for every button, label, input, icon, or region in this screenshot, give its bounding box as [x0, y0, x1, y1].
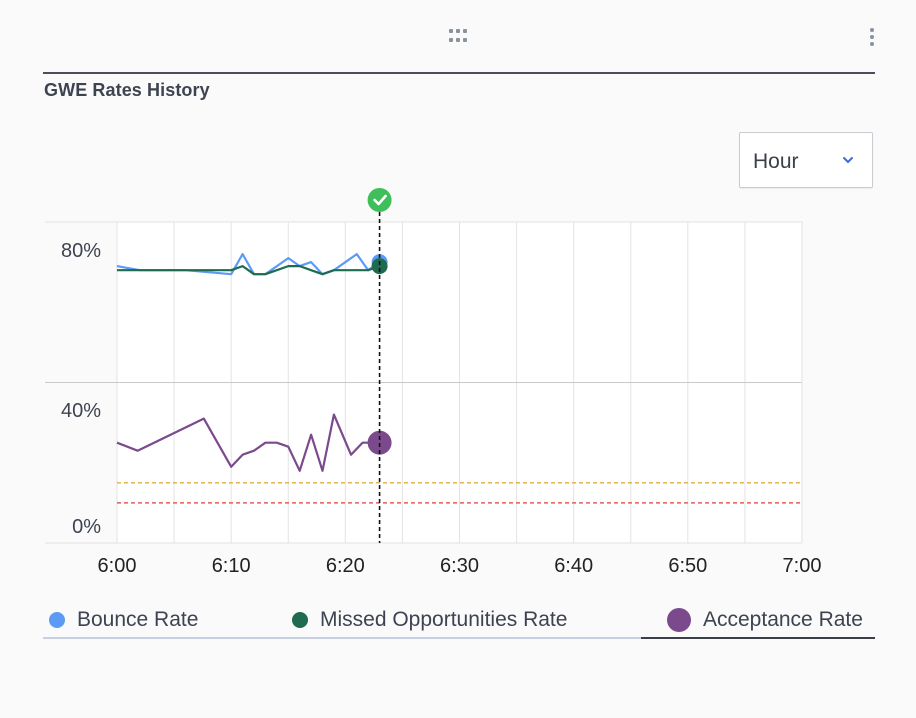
- legend-label: Bounce Rate: [77, 608, 199, 631]
- legend-dot-icon: [49, 612, 65, 628]
- x-tick-label: 6:30: [440, 555, 479, 577]
- legend-divider: [43, 637, 641, 639]
- x-tick-label: 6:50: [668, 555, 707, 577]
- check-circle-icon: [367, 188, 392, 212]
- legend-divider-active: [641, 637, 875, 639]
- range-select[interactable]: Hour: [739, 132, 873, 188]
- y-tick-label: 40%: [61, 400, 101, 422]
- x-tick-label: 6:20: [326, 555, 365, 577]
- legend-item[interactable]: Missed Opportunities Rate: [292, 604, 567, 636]
- x-tick-label: 6:10: [212, 555, 251, 577]
- legend-dot-icon: [667, 608, 691, 632]
- legend-label: Missed Opportunities Rate: [320, 608, 568, 631]
- series-endpoint: [371, 258, 388, 275]
- legend-item[interactable]: Acceptance Rate: [667, 604, 863, 636]
- series-line: [116, 253, 381, 276]
- drag-grid-icon[interactable]: [449, 29, 469, 43]
- legend-dot-icon: [292, 612, 308, 628]
- x-tick-label: 6:40: [554, 555, 593, 577]
- series-line: [117, 265, 380, 276]
- y-tick-label: 80%: [61, 240, 101, 262]
- series-line: [116, 413, 380, 472]
- range-select-value: Hour: [753, 150, 799, 173]
- rates-chart: 0% 40% 80% 6:00 6:10 6:20 6:30 6:40 6:50 7:00: [45, 188, 822, 577]
- x-tick-label: 7:00: [783, 555, 822, 577]
- check-mark: [373, 194, 387, 206]
- kebab-menu-icon[interactable]: [868, 28, 876, 46]
- legend-item[interactable]: Bounce Rate: [49, 604, 198, 636]
- header-divider: [43, 72, 875, 74]
- legend-label: Acceptance Rate: [703, 608, 863, 631]
- widget-title: GWE Rates History: [44, 80, 210, 100]
- series-endpoint: [367, 430, 392, 455]
- chevron-down-icon: [843, 157, 853, 163]
- y-tick-label: 0%: [72, 516, 101, 538]
- x-tick-label: 6:00: [98, 555, 137, 577]
- chart-legend: Bounce Rate Missed Opportunities Rate Acce…: [43, 604, 875, 638]
